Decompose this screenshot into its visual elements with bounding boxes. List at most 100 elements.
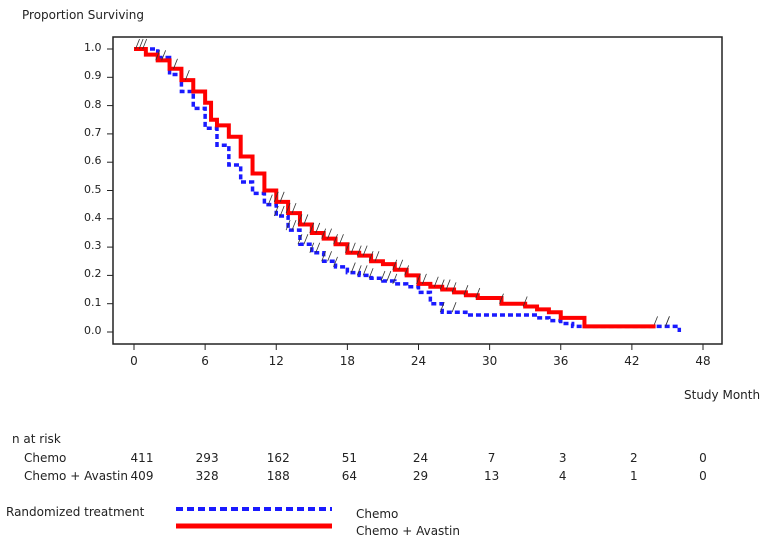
censor-mark: [350, 242, 356, 253]
censor-mark: [333, 234, 338, 245]
censor-mark: [273, 191, 279, 202]
x-tick-label: 30: [481, 354, 498, 368]
series-line-chemo-avastin: [134, 47, 656, 329]
risk-count: 411: [130, 451, 154, 465]
censor-mark: [665, 316, 670, 327]
y-tick-label: 0.8: [84, 97, 102, 111]
censor-mark: [416, 273, 421, 285]
y-tick-label: 0.2: [84, 267, 102, 281]
censor-mark: [297, 234, 303, 245]
risk-count: 24: [412, 451, 429, 465]
censor-mark: [297, 214, 303, 225]
legend-title: Randomized treatment: [6, 505, 145, 519]
censor-mark: [321, 251, 327, 262]
y-tick-label: 0.9: [84, 69, 102, 83]
censor-mark: [475, 287, 481, 299]
censor-mark: [451, 282, 457, 293]
censor-mark: [315, 222, 321, 234]
censor-mark: [315, 242, 321, 253]
censor-mark: [386, 270, 392, 282]
censor-mark: [303, 214, 309, 225]
y-tick-label: 0.6: [84, 154, 102, 168]
censor-mark: [463, 285, 469, 296]
series-line-chemo: [134, 47, 682, 332]
censor-mark: [291, 219, 297, 231]
censor-mark: [368, 251, 374, 262]
x-tick-label: 18: [339, 354, 356, 368]
risk-count: 162: [266, 451, 290, 465]
risk-count: 0: [699, 469, 707, 483]
y-tick-label: 0.0: [84, 324, 102, 337]
plot-area: [107, 36, 723, 350]
x-tick-label: 36: [553, 354, 569, 368]
risk-count: 2: [630, 451, 638, 465]
risk-count: 64: [341, 469, 358, 483]
risk-row-label-chemo: Chemo: [24, 451, 67, 465]
censor-mark: [135, 38, 140, 50]
x-tick-label: 24: [410, 354, 427, 368]
risk-count: 1: [630, 469, 638, 483]
risk-count: 293: [195, 451, 219, 465]
censor-mark: [279, 205, 285, 217]
plot-frame: [112, 36, 723, 345]
censor-mark: [138, 38, 144, 50]
risk-count: 4: [558, 469, 567, 483]
censor-mark: [155, 50, 161, 61]
censor-mark: [345, 242, 350, 253]
risk-count: 328: [195, 469, 219, 483]
y-tick-label: 0.5: [84, 182, 102, 196]
censor-mark: [303, 234, 309, 245]
censor-mark: [173, 58, 178, 69]
censor-mark: [267, 194, 273, 205]
censor-mark: [392, 259, 398, 270]
risk-row-label-avastin: Chemo + Avastin: [24, 469, 128, 483]
risk-count: 188: [266, 469, 290, 483]
censor-mark: [362, 245, 368, 256]
censor-mark: [433, 276, 439, 287]
censor-mark: [309, 242, 315, 253]
x-axis-label: Study Month: [684, 388, 761, 402]
x-tick-label: 48: [695, 354, 711, 368]
censor-mark: [279, 191, 285, 202]
y-tick-label: 0.3: [84, 239, 102, 253]
y-tick-label: 0.7: [84, 125, 102, 139]
censor-mark: [309, 222, 315, 234]
censor-mark: [445, 279, 451, 290]
censor-mark: [291, 202, 297, 214]
censor-mark: [356, 245, 362, 256]
y-tick-label: 0.4: [84, 210, 102, 224]
legend-label-chemo: Chemo: [356, 507, 399, 521]
risk-count: 7: [487, 451, 496, 465]
censor-mark: [392, 273, 398, 285]
censor-mark: [161, 50, 167, 61]
y-axis-label: Proportion Surviving: [22, 8, 144, 22]
y-tick-label: 1.0: [84, 41, 102, 54]
x-tick-label: 0: [130, 354, 138, 368]
censor-mark: [451, 302, 457, 313]
censor-mark: [374, 251, 380, 262]
censor-mark: [439, 302, 445, 313]
censor-mark: [327, 251, 332, 262]
censor-mark: [380, 270, 386, 282]
x-tick-label: 12: [268, 354, 284, 368]
censor-mark: [398, 259, 404, 270]
censor-mark: [404, 265, 410, 276]
censor-mark: [333, 256, 338, 268]
censor-mark: [285, 219, 291, 231]
risk-count: 0: [699, 451, 707, 465]
censor-mark: [422, 273, 427, 285]
censor-mark: [339, 234, 344, 245]
censor-mark: [439, 279, 445, 290]
censor-mark: [327, 228, 332, 239]
risk-count: 409: [130, 469, 154, 483]
y-tick-label: 0.1: [84, 295, 102, 309]
legend-label-avastin: Chemo + Avastin: [356, 524, 460, 538]
risk-count: 3: [558, 451, 567, 465]
risk-count: 51: [341, 451, 358, 465]
censor-mark: [356, 265, 362, 276]
censor-mark: [273, 205, 279, 217]
x-tick-label: 6: [201, 354, 209, 368]
censor-mark: [522, 296, 528, 307]
censor-mark: [368, 268, 374, 279]
